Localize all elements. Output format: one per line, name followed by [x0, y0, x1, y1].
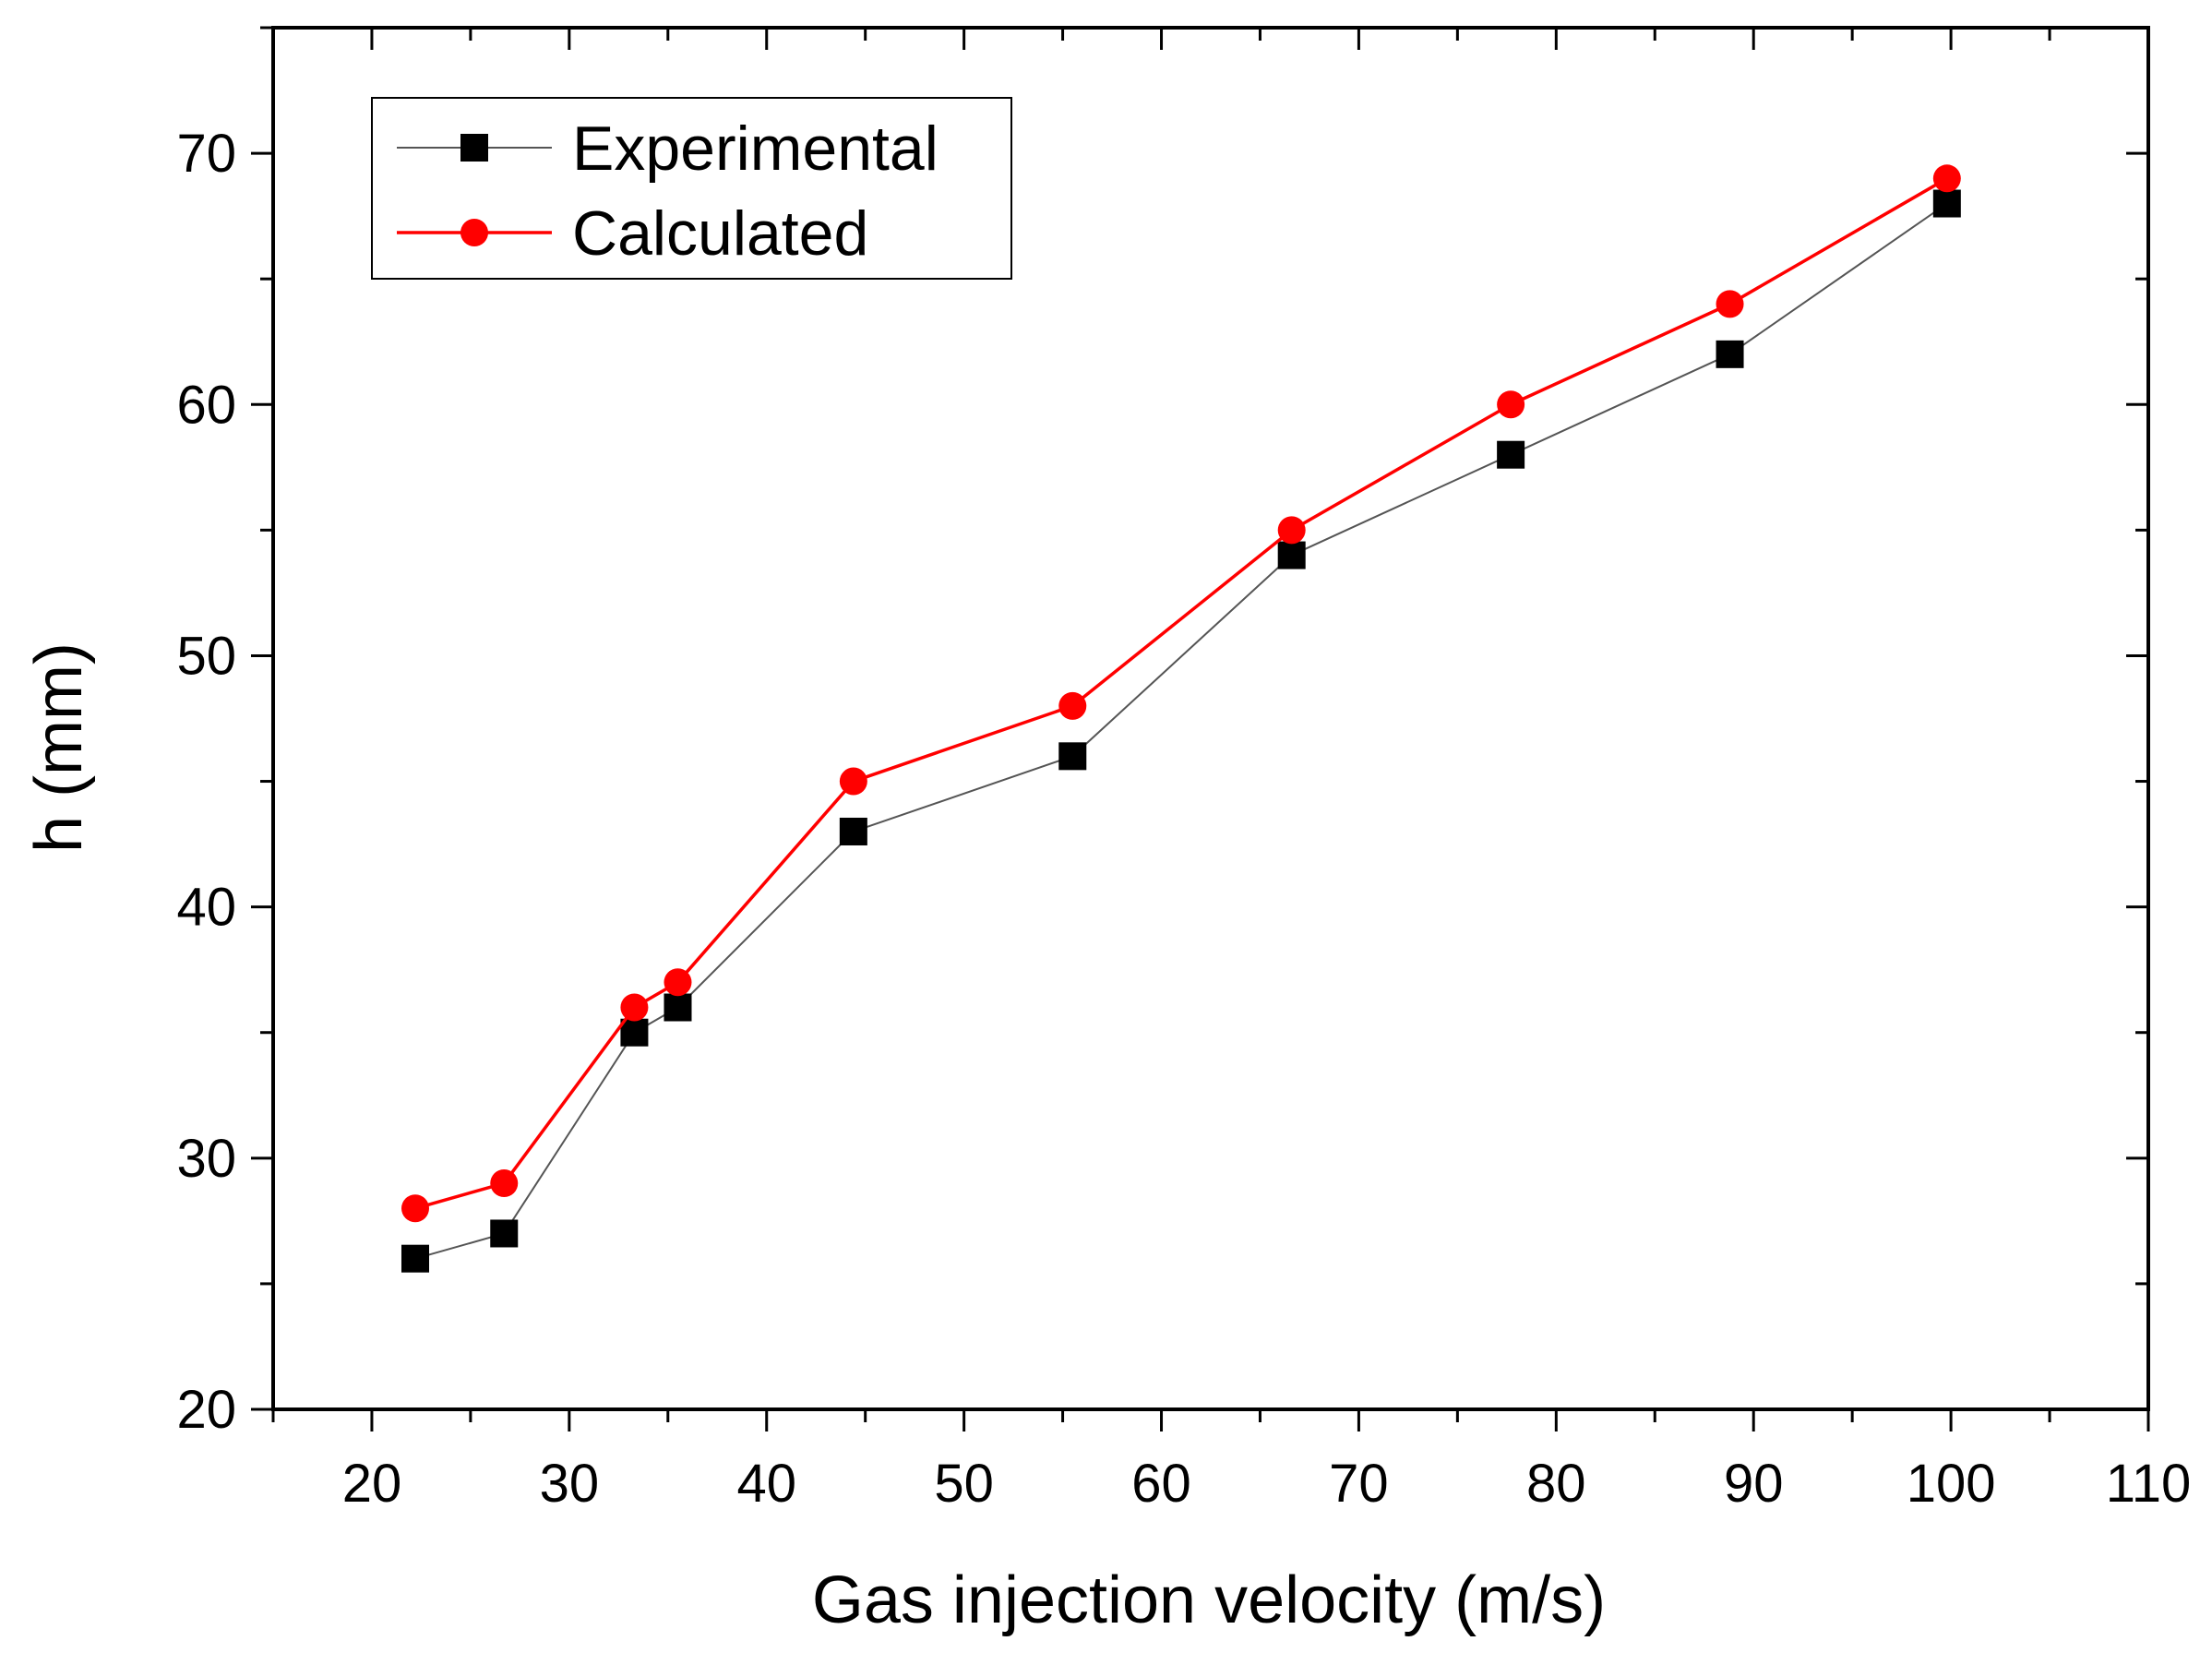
- data-point-calculated: [620, 993, 649, 1022]
- legend-label-experimental: Experimental: [572, 114, 939, 184]
- x-tick-label: 70: [1329, 1454, 1389, 1514]
- data-point-experimental: [620, 1018, 649, 1047]
- y-tick-label: 50: [176, 626, 236, 686]
- y-tick-label: 20: [176, 1380, 236, 1440]
- y-tick-label: 60: [176, 375, 236, 435]
- legend-marker-experimental: [460, 134, 488, 162]
- x-tick-label: 110: [2106, 1454, 2191, 1514]
- x-tick-label: 60: [1131, 1454, 1191, 1514]
- plot-frame: [271, 26, 2150, 1411]
- y-tick-label: 30: [176, 1129, 236, 1189]
- data-point-experimental: [664, 993, 692, 1022]
- y-tick-label: 40: [176, 878, 236, 938]
- data-point-experimental: [1497, 440, 1525, 469]
- x-tick-label: 50: [934, 1454, 994, 1514]
- data-point-experimental: [1277, 541, 1306, 569]
- data-point-calculated: [1277, 516, 1306, 545]
- data-point-calculated: [664, 968, 692, 997]
- data-point-calculated: [401, 1194, 430, 1223]
- legend: Experimental Calculated: [371, 97, 1012, 280]
- axes-layer: 20 30 40 50 60 70 80 90 100 110 20 30 40 50 60 70: [176, 26, 2191, 1514]
- data-point-experimental: [1716, 340, 1744, 368]
- series-line-experimental: [414, 202, 1948, 1260]
- data-point-calculated: [1497, 390, 1525, 419]
- data-point-experimental: [490, 1219, 519, 1248]
- data-point-calculated: [490, 1169, 519, 1198]
- x-tick-label: 20: [342, 1454, 402, 1514]
- data-point-experimental: [839, 817, 867, 845]
- y-tick-label: 70: [176, 124, 236, 184]
- x-tick-label: 100: [1907, 1454, 1996, 1514]
- x-tick-label: 40: [736, 1454, 796, 1514]
- data-point-calculated: [1058, 691, 1087, 720]
- x-tick-label: 30: [540, 1454, 600, 1514]
- x-tick-label: 90: [1724, 1454, 1784, 1514]
- data-point-calculated: [1932, 164, 1961, 193]
- series-line-calculated: [414, 176, 1948, 1210]
- data-point-experimental: [1058, 742, 1087, 771]
- data-point-calculated: [1716, 290, 1744, 318]
- data-point-experimental: [401, 1244, 430, 1273]
- data-point-calculated: [839, 767, 867, 796]
- x-tick-label: 80: [1526, 1454, 1586, 1514]
- legend-label-calculated: Calculated: [572, 198, 868, 269]
- series-layer: [401, 164, 1961, 1273]
- data-point-experimental: [1932, 189, 1961, 218]
- x-axis-title: Gas injection velocity (m/s): [812, 1563, 1606, 1637]
- legend-marker-calculated: [460, 219, 488, 246]
- y-axis-title: h (mm): [22, 642, 96, 853]
